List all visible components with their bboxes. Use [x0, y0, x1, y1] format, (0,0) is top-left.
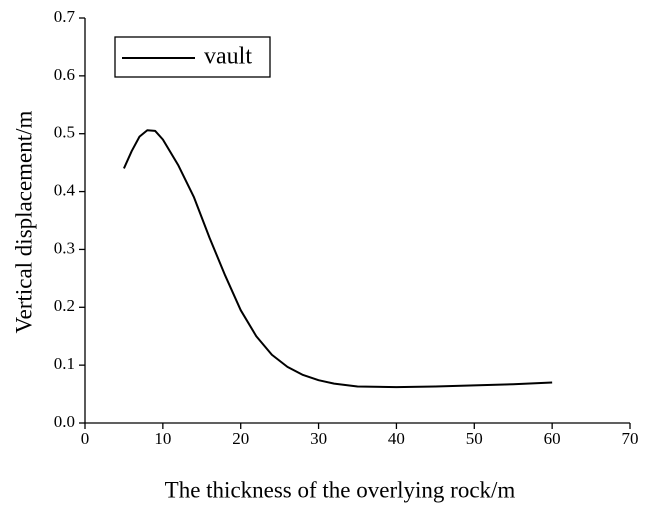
x-tick-label: 20: [232, 429, 249, 448]
y-tick-label: 0.2: [54, 296, 75, 315]
y-tick-label: 0.3: [54, 238, 75, 257]
x-tick-label: 10: [154, 429, 171, 448]
x-tick-label: 0: [81, 429, 90, 448]
y-axis-title: Vertical displacement/m: [11, 110, 36, 333]
y-tick-label: 0.5: [54, 123, 75, 142]
legend-label: vault: [204, 44, 252, 70]
y-tick-label: 0.0: [54, 412, 75, 431]
x-tick-label: 30: [310, 429, 327, 448]
x-tick-label: 70: [622, 429, 639, 448]
x-tick-label: 60: [544, 429, 561, 448]
x-tick-label: 50: [466, 429, 483, 448]
data-line: [123, 129, 553, 389]
y-tick-label: 0.1: [54, 354, 75, 373]
y-tick-label: 0.4: [54, 180, 76, 199]
y-tick-label: 0.6: [54, 65, 75, 84]
x-tick-label: 40: [388, 429, 405, 448]
y-tick-label: 0.7: [54, 7, 76, 26]
x-axis-title: The thickness of the overlying rock/m: [165, 477, 516, 502]
